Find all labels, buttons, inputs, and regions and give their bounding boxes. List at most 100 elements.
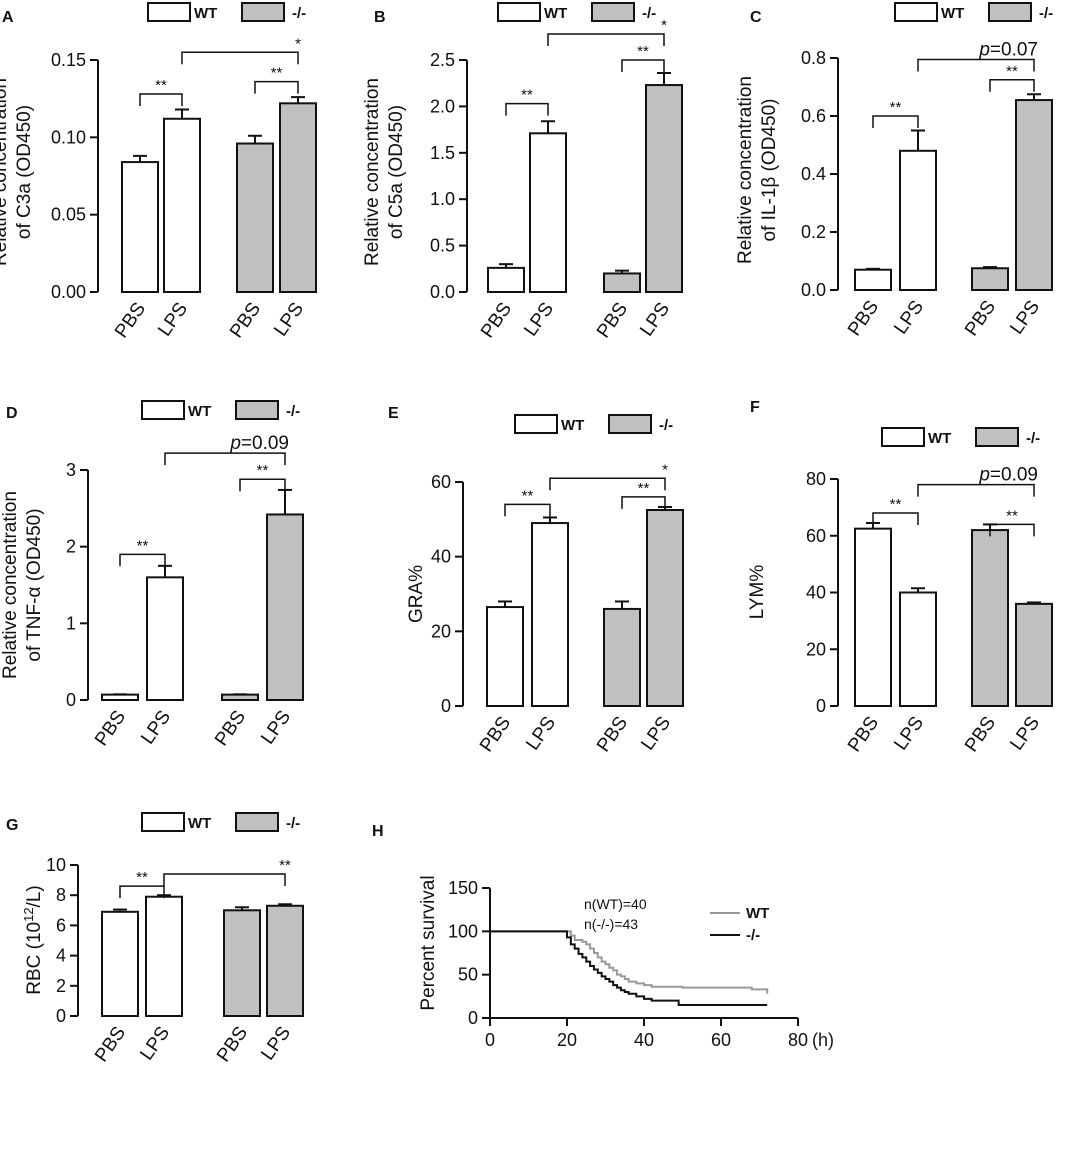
y-tick-label: 0.4 bbox=[801, 164, 826, 184]
y-axis-title: Relative concentration of TNF-α (OD450) bbox=[0, 491, 45, 679]
category-label: LPS bbox=[1006, 297, 1044, 338]
y-title-line: Relative concentration bbox=[362, 78, 383, 266]
significance-label: ** bbox=[522, 487, 534, 504]
significance-label: p=0.09 bbox=[229, 433, 289, 454]
significance-label: ** bbox=[155, 77, 167, 94]
x-axis-unit: (h) bbox=[812, 1030, 834, 1050]
category-label: PBS bbox=[213, 1023, 252, 1066]
significance-label: * bbox=[295, 35, 301, 52]
y-tick-label: 0 bbox=[441, 696, 451, 716]
significance-bracket bbox=[119, 553, 166, 567]
y-tick-label: 0 bbox=[66, 690, 76, 710]
legend-swatch-wt bbox=[894, 2, 938, 22]
bar-pbs bbox=[486, 606, 524, 707]
y-title-line: Relative concentration bbox=[735, 76, 756, 264]
bar-lps bbox=[163, 117, 201, 293]
legend-label-ko: -/- bbox=[292, 5, 306, 22]
legend-label-ko: -/- bbox=[642, 5, 656, 22]
category-label: LPS bbox=[137, 707, 175, 748]
significance-label: ** bbox=[137, 537, 149, 554]
category-label: PBS bbox=[593, 713, 632, 756]
significance-label: p=0.07 bbox=[978, 39, 1038, 60]
y-tick-label: 0 bbox=[468, 1008, 478, 1028]
category-label: PBS bbox=[593, 299, 632, 342]
bar-lps bbox=[529, 132, 567, 293]
y-tick-label: 20 bbox=[431, 621, 451, 641]
significance-bracket bbox=[917, 58, 1035, 72]
bar-lps bbox=[899, 591, 937, 707]
y-title-line: of TNF-α (OD450) bbox=[24, 508, 45, 661]
significance-bracket bbox=[119, 885, 165, 899]
y-title-line: Relative concentration bbox=[0, 78, 11, 266]
category-label: PBS bbox=[91, 1023, 130, 1066]
category-label: LPS bbox=[637, 713, 675, 754]
y-tick-label: 0 bbox=[56, 1006, 66, 1026]
bar-lps bbox=[646, 509, 684, 707]
y-tick-label: 10 bbox=[46, 855, 66, 875]
bar-lps bbox=[645, 84, 683, 293]
legend-swatch-wt bbox=[147, 2, 191, 22]
y-axis-title: GRA% bbox=[406, 565, 427, 623]
survival-curve-wt bbox=[490, 930, 769, 994]
significance-label: ** bbox=[257, 462, 269, 479]
category-label: LPS bbox=[136, 1023, 174, 1064]
significance-label: ** bbox=[521, 87, 533, 104]
legend-swatch-ko bbox=[975, 427, 1019, 447]
category-label: PBS bbox=[476, 713, 515, 756]
y-tick-label: 50 bbox=[458, 965, 478, 985]
y-axis-title: LYM% bbox=[747, 565, 768, 620]
bar-pbs bbox=[603, 272, 641, 294]
category-label: PBS bbox=[477, 299, 516, 342]
significance-label: ** bbox=[637, 43, 649, 60]
legend: WT -/- bbox=[141, 400, 300, 420]
panel-letter: F bbox=[750, 399, 760, 416]
legend-swatch-wt bbox=[514, 414, 558, 434]
panel-letter: G bbox=[6, 817, 18, 834]
significance-label: * bbox=[661, 17, 667, 34]
y-tick-label: 40 bbox=[806, 583, 826, 603]
panel-letter: D bbox=[6, 405, 18, 422]
bar-lps bbox=[531, 522, 569, 707]
legend-label-ko: -/- bbox=[1039, 5, 1053, 22]
bar-lps bbox=[899, 149, 937, 291]
legend-label-wt: WT bbox=[941, 5, 964, 22]
y-tick-label: 0.05 bbox=[51, 205, 86, 225]
y-tick-label: 150 bbox=[448, 878, 478, 898]
y-tick-label: 0.6 bbox=[801, 106, 826, 126]
significance-bracket bbox=[139, 93, 183, 107]
x-tick-label: 80 bbox=[788, 1030, 808, 1050]
bar-pbs bbox=[971, 529, 1009, 708]
significance-label: * bbox=[662, 461, 668, 478]
legend-swatch-wt bbox=[141, 812, 185, 832]
legend-label-wt: WT bbox=[188, 403, 211, 420]
category-label: LPS bbox=[257, 1023, 295, 1064]
y-title-line: LYM% bbox=[747, 565, 768, 620]
significance-bracket bbox=[621, 59, 665, 72]
panel-c: C 0.0 0.2 0.4 0.6 0.8 Relative concentration of… bbox=[735, 9, 1053, 340]
legend-swatch-wt bbox=[881, 427, 925, 447]
significance-label: ** bbox=[1006, 63, 1018, 80]
legend-swatch-ko bbox=[241, 2, 285, 22]
legend-swatch-ko bbox=[235, 400, 279, 420]
legend-label-ko: -/- bbox=[1026, 430, 1040, 447]
category-label: LPS bbox=[522, 713, 560, 754]
y-tick-label: 1.0 bbox=[430, 189, 455, 209]
bar-pbs bbox=[603, 607, 641, 708]
bar-pbs bbox=[236, 142, 274, 293]
y-tick-label: 8 bbox=[56, 885, 66, 905]
legend-label-wt: WT bbox=[928, 430, 951, 447]
y-tick-label: 2.0 bbox=[430, 96, 455, 116]
legend: WT -/- bbox=[514, 414, 673, 434]
y-tick-label: 2.5 bbox=[430, 50, 455, 70]
y-title-line: of C5a (OD450) bbox=[386, 105, 407, 239]
legend-swatch-ko bbox=[591, 2, 635, 22]
category-label: PBS bbox=[844, 297, 883, 340]
legend: WT -/- bbox=[881, 427, 1040, 447]
legend-swatch-wt bbox=[497, 2, 541, 22]
category-label: PBS bbox=[844, 713, 883, 756]
legend-label-wt: WT bbox=[746, 905, 769, 922]
